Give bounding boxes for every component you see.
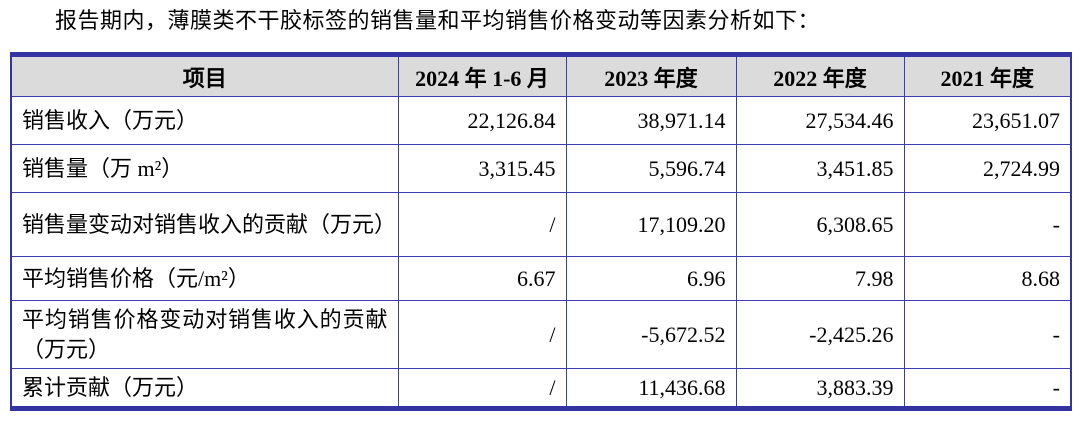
cell-value: 3,451.85 (735, 144, 905, 193)
cell-value: / (397, 368, 567, 409)
cell-value: - (903, 300, 1072, 369)
cell-value: 27,534.46 (735, 96, 905, 145)
cell-value: 5,596.74 (565, 144, 737, 193)
cell-value: 22,126.84 (397, 96, 567, 145)
cell-value: / (397, 192, 567, 257)
table-header-row: 项目 2024 年 1-6 月 2023 年度 2022 年度 2021 年度 (10, 54, 1072, 97)
row-label: 累计贡献（万元） (10, 368, 399, 409)
row-label: 平均销售价格变动对销售收入的贡献（万元） (10, 300, 399, 369)
cell-value: 3,315.45 (397, 144, 567, 193)
column-header-2023: 2023 年度 (565, 54, 737, 97)
cell-value: 6.67 (397, 256, 567, 301)
table-row-sales-volume: 销售量（万 m²） 3,315.45 5,596.74 3,451.85 2,7… (10, 144, 1072, 193)
cell-value: - (903, 368, 1072, 409)
table-row-sales-revenue: 销售收入（万元） 22,126.84 38,971.14 27,534.46 2… (10, 96, 1072, 145)
cell-value: 11,436.68 (565, 368, 737, 409)
cell-value: 6.96 (565, 256, 737, 301)
table-row-volume-contribution: 销售量变动对销售收入的贡献（万元） / 17,109.20 6,308.65 - (10, 192, 1072, 257)
row-label: 平均销售价格（元/m²） (10, 256, 399, 301)
row-label: 销售收入（万元） (10, 96, 399, 145)
sales-factors-table: 项目 2024 年 1-6 月 2023 年度 2022 年度 2021 年度 … (10, 52, 1072, 411)
cell-value: 23,651.07 (903, 96, 1072, 145)
cell-value: 7.98 (735, 256, 905, 301)
cell-value: 38,971.14 (565, 96, 737, 145)
table-row-average-price: 平均销售价格（元/m²） 6.67 6.96 7.98 8.68 (10, 256, 1072, 301)
cell-value: / (397, 300, 567, 369)
cell-value: -2,425.26 (735, 300, 905, 369)
cell-value: -5,672.52 (565, 300, 737, 369)
cell-value: 8.68 (903, 256, 1072, 301)
intro-paragraph: 报告期内，薄膜类不干胶标签的销售量和平均销售价格变动等因素分析如下： (55, 8, 821, 33)
column-header-2024-h1: 2024 年 1-6 月 (397, 54, 567, 97)
row-label: 销售量变动对销售收入的贡献（万元） (10, 192, 399, 257)
column-header-2022: 2022 年度 (735, 54, 905, 97)
cell-value: 17,109.20 (565, 192, 737, 257)
cell-value: - (903, 192, 1072, 257)
cell-value: 2,724.99 (903, 144, 1072, 193)
table-row-price-contribution: 平均销售价格变动对销售收入的贡献（万元） / -5,672.52 -2,425.… (10, 300, 1072, 369)
cell-value: 6,308.65 (735, 192, 905, 257)
row-label: 销售量（万 m²） (10, 144, 399, 193)
table-row-cumulative-contribution: 累计贡献（万元） / 11,436.68 3,883.39 - (10, 368, 1072, 409)
cell-value: 3,883.39 (735, 368, 905, 409)
column-header-2021: 2021 年度 (903, 54, 1072, 97)
column-header-item: 项目 (10, 54, 399, 97)
